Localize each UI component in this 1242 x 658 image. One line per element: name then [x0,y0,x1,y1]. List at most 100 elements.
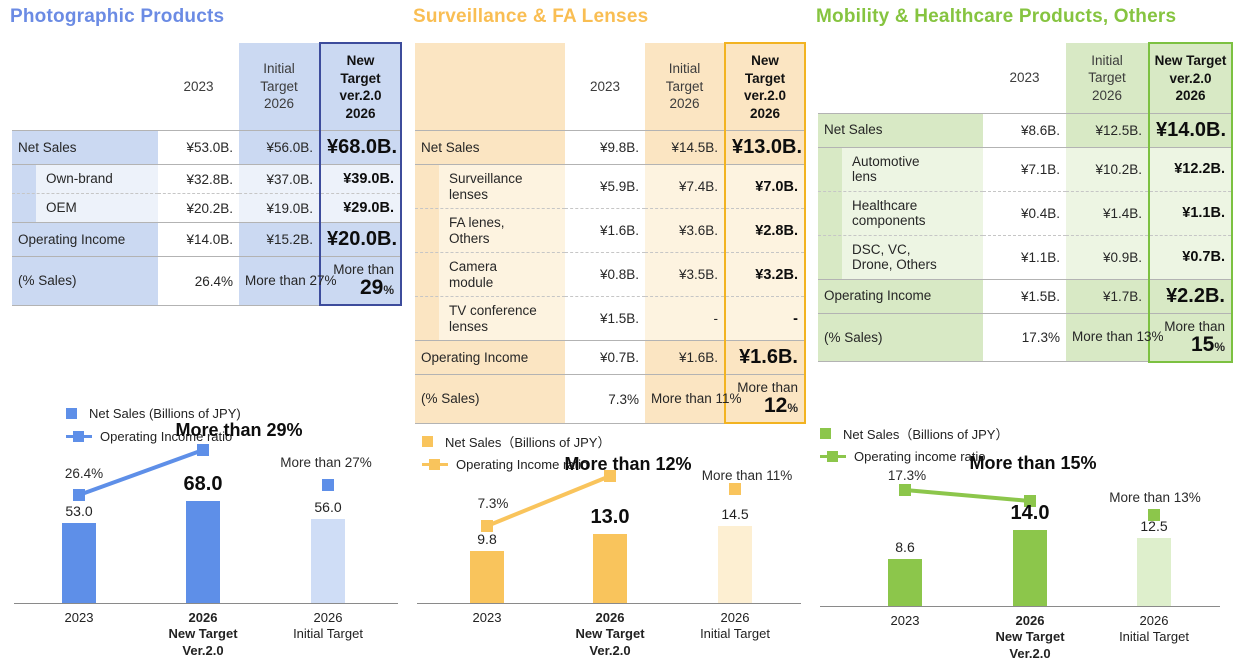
legend-item-operating-income-ratio: Operating income ratio [820,445,1008,468]
table-row-camera-module: Camera module ¥0.8B. ¥3.5B. ¥3.2B. [415,252,806,297]
column-header-new-target: New Target ver.2.0 2026 [724,42,806,131]
bar-2026-initial-target [718,526,752,603]
bar-value-label: 13.0 [590,506,630,528]
ratio-annotation-2023: 26.4% [64,466,104,481]
bar-value-label: 14.5 [721,506,749,522]
column-header-initial-target: Initial Target 2026 [645,43,725,131]
cell-2023: ¥7.1B. [983,146,1066,192]
legend-item-operating-income-ratio: Operating Income ratio [422,453,610,476]
target-percent-value: 15 [1190,332,1215,356]
bar-value-label: 56.0 [314,499,342,515]
cell-new-target: ¥2.2B. [1148,278,1233,314]
line-series-legend-icon [820,451,846,462]
cell-initial-target: ¥12.5B. [1066,112,1149,148]
cell-new-target: ¥0.7B. [1148,234,1233,280]
cell-2023: ¥14.0B. [158,222,239,257]
bar-value-label: 68.0 [183,473,223,495]
line-marker-2026-initial-target [729,483,741,495]
x-axis-line [417,603,801,604]
ratio-annotation-2023: 7.3% [477,496,509,511]
cell-2023: ¥8.6B. [983,112,1066,148]
table-row--sales-: (% Sales) 26.4% More than 27% More than 29% [12,256,402,307]
line-series-legend-icon [422,459,448,470]
x-axis-label-2023: 2023 [472,610,502,625]
x-axis-label-2026-initial-target: 2026 Initial Target [1119,613,1189,645]
operating-income-ratio-line [899,484,1160,521]
ratio-line-segment [78,448,204,497]
cell-initial-target: More than 13% [1066,312,1164,363]
ratio-annotation-2026-new-target: More than 15% [969,453,1097,473]
bar-value-label: 9.8 [477,531,497,547]
cell-initial-target: ¥1.6B. [645,340,725,375]
legend-label: Net Sales（Billions of JPY） [843,427,1009,442]
x-axis-label-2026-new-target: 2026 New Target Ver.2.0 [995,613,1065,658]
cell-initial-target: ¥7.4B. [645,164,725,209]
cell-2023: 7.3% [565,374,645,424]
x-axis-label-2026-initial-target: 2026 Initial Target [293,610,363,642]
ratio-annotation-2026-new-target: More than 12% [564,454,692,474]
chart-legend: Net Sales (Billions of JPY) Operating Inc… [66,402,241,448]
line-marker-2023 [899,484,911,496]
financial-table-mobility: 2023 Initial Target 2026 New Target ver.2.… [818,41,1233,363]
legend-label: Operating income ratio [854,449,986,464]
row-label: Healthcare components [818,190,983,236]
bar-2023 [470,551,504,603]
cell-2023: ¥32.8B. [158,164,239,194]
cell-2023: ¥9.8B. [565,130,645,165]
financial-table-surveillance: 2023 Initial Target 2026 New Target ver.2.… [415,42,806,425]
row-label: (% Sales) [415,374,565,424]
table-row--sales-: (% Sales) 7.3% More than 11% More than 12% [415,374,806,425]
bar-value-label: 14.0 [1010,502,1050,524]
cell-new-target: ¥13.0B. [724,130,806,165]
cell-initial-target: ¥37.0B. [239,164,320,194]
row-label: OEM [12,193,158,223]
row-label: DSC, VC, Drone, Others [818,234,983,280]
line-marker-2023 [481,520,493,532]
cell-new-target: - [724,296,806,341]
row-label: Surveillance lenses [415,164,565,209]
bar-2026-new-target [593,534,627,603]
row-label: Net Sales [415,130,565,165]
cell-2023: ¥53.0B. [158,130,239,165]
row-label: Automotive lens [818,146,983,192]
bar-series-legend-icon [422,436,433,447]
ratio-annotation-2026-new-target: More than 29% [175,420,303,440]
legend-item-net-sales: Net Sales (Billions of JPY) [66,402,241,425]
legend-label: Net Sales (Billions of JPY) [89,406,241,421]
legend-item-net-sales: Net Sales（Billions of JPY） [422,430,610,453]
table-row-net-sales: Net Sales ¥9.8B. ¥14.5B. ¥13.0B. [415,130,806,165]
cell-new-target: ¥39.0B. [319,164,402,194]
line-marker-2023 [73,489,85,501]
cell-initial-target: ¥19.0B. [239,193,320,223]
line-marker-2026-new-target [604,470,616,482]
table-row-dsc-vc-drone-others: DSC, VC, Drone, Others ¥1.1B. ¥0.9B. ¥0.7B. [818,234,1233,280]
bar-value-label: 53.0 [65,503,93,519]
row-label: FA lenes, Others [415,208,565,253]
column-header-blank [818,43,983,113]
table-row-net-sales: Net Sales ¥53.0B. ¥56.0B. ¥68.0B. [12,130,402,165]
ratio-annotation-2026-initial-target: More than 13% [1109,490,1201,505]
row-label: Net Sales [818,112,983,148]
cell-2023: ¥0.4B. [983,190,1066,236]
column-header-2023: 2023 [1009,70,1040,86]
cell-initial-target: ¥3.6B. [645,208,725,253]
cell-new-target: More than 15% [1148,312,1233,363]
ratio-line-segment [486,474,611,528]
chart-mobility: Net Sales（Billions of JPY） Operating inco… [814,396,1232,658]
bar-2026-initial-target [1137,538,1171,606]
column-header-new-target: New Target ver.2.0 2026 [319,42,402,131]
cell-new-target: ¥7.0B. [724,164,806,209]
cell-initial-target: ¥14.5B. [645,130,725,165]
cell-2023: ¥0.8B. [565,252,645,297]
legend-label: Net Sales（Billions of JPY） [445,435,611,450]
row-label: Operating Income [818,278,983,314]
bar-series-legend-icon [820,428,831,439]
cell-initial-target: ¥1.7B. [1066,278,1149,314]
cell-initial-target: ¥10.2B. [1066,146,1149,192]
cell-new-target: ¥12.2B. [1148,146,1233,192]
cell-new-target: More than 29% [319,256,402,307]
chart-legend: Net Sales（Billions of JPY） Operating inco… [820,422,1008,468]
bar-2026-new-target [1013,530,1047,606]
segment-title-surveillance: Surveillance & FA Lenses [413,6,649,27]
